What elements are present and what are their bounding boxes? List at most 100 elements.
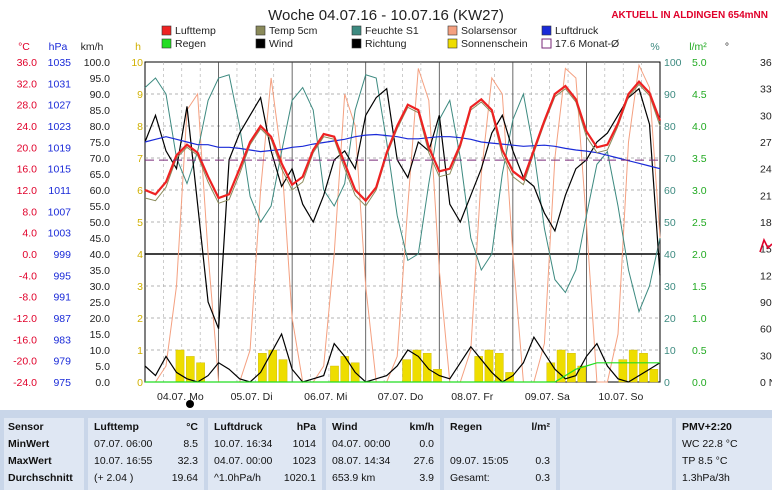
tick-direction-11: 30 <box>760 350 772 362</box>
tick-wind-1: 95.0 <box>90 73 111 85</box>
tick-sun-3: 7 <box>137 153 143 165</box>
tick-humidity-0: 100 <box>664 57 682 69</box>
series-luftdruck <box>144 133 661 170</box>
tick-temp-0: 36.0 <box>17 57 38 69</box>
tick-pressure-11: 991 <box>53 292 71 304</box>
tick-wind-6: 70.0 <box>90 153 111 165</box>
tick-temp-5: 16.0 <box>17 164 38 176</box>
stats-regen-total-label: Gesamt: <box>450 472 490 484</box>
stats-sensor-column: Sensor MinWert MaxWert Durchschnitt <box>4 418 84 490</box>
stats-luftdruck-unit: hPa <box>296 421 316 433</box>
stats-luftdruck-column: Luftdruck hPa 10.07. 16:34 1014 04.07. 0… <box>208 418 322 490</box>
stats-pmv-dewpoint: TP 8.5 °C <box>682 455 728 467</box>
legend-label-3: Solarsensor <box>461 25 518 37</box>
legend-swatch-0 <box>161 25 172 36</box>
tick-rain-9: 0.5 <box>692 345 707 357</box>
stats-pmv-head: PMV+2:20 <box>682 421 732 433</box>
tick-direction-0: 360 N <box>760 57 772 69</box>
weekly-weather-chart: Woche 04.07.16 - 10.07.16 (KW27) AKTUELL… <box>13 7 772 408</box>
tick-direction-6: 180 S <box>760 217 772 229</box>
stats-wind-head: Wind <box>332 421 358 433</box>
stats-pmv-pressure-trend: 1.3hPa/3h <box>682 472 730 484</box>
tick-pressure-6: 1011 <box>48 185 71 197</box>
stats-regen-max-value: 0.3 <box>535 455 550 467</box>
legend-label-6: Wind <box>269 38 293 50</box>
tick-sun-8: 2 <box>137 313 143 325</box>
sunshine-bar-4 <box>185 356 195 383</box>
stats-avg-label: Durchschnitt <box>8 472 73 484</box>
tick-wind-10: 50.0 <box>90 217 111 229</box>
day-label-5: 09.07. Sa <box>525 391 570 403</box>
stats-lufttemp-min-date: 07.07. 06:00 <box>94 438 153 450</box>
tick-temp-6: 12.0 <box>17 185 38 197</box>
sunshine-bar-47 <box>628 349 638 383</box>
stats-regen-max-date: 09.07. 15:05 <box>450 455 509 467</box>
series-lufttemp <box>144 80 662 203</box>
legend-label-5: Regen <box>175 38 206 50</box>
tick-temp-3: 24.0 <box>17 121 38 133</box>
unit-label-direction: ° <box>725 41 729 53</box>
tick-temp-11: -8.0 <box>19 292 37 304</box>
stats-pmv-windchill: WC 22.8 °C <box>682 438 738 450</box>
tick-direction-5: 210 <box>760 190 772 202</box>
legend-label-2: Feuchte S1 <box>365 25 419 37</box>
stats-luftdruck-max-value: 1023 <box>292 455 316 467</box>
unit-label-rain: l/m² <box>689 41 707 53</box>
tick-pressure-15: 975 <box>53 377 71 389</box>
tick-rain-7: 1.5 <box>692 281 707 293</box>
day-label-6: 10.07. So <box>598 391 643 403</box>
tick-pressure-13: 983 <box>53 334 71 346</box>
tick-sun-2: 8 <box>137 121 143 133</box>
unit-label-temp: °C <box>18 41 30 53</box>
legend-swatch-3 <box>447 25 458 36</box>
tick-direction-3: 270 W <box>760 137 772 149</box>
tick-wind-17: 15.0 <box>90 329 111 341</box>
tick-rain-6: 2.0 <box>692 249 707 261</box>
tick-humidity-10: 0 <box>664 377 670 389</box>
tick-humidity-9: 10 <box>664 345 676 357</box>
stats-wind-max-value: 27.6 <box>413 455 434 467</box>
unit-label-sun: h <box>135 41 141 53</box>
sunshine-bar-41 <box>567 353 576 383</box>
left-axes: 36.032.028.024.020.016.012.08.04.00.0-4.… <box>13 57 143 389</box>
tick-wind-13: 35.0 <box>90 265 111 277</box>
tick-rain-0: 5.0 <box>692 57 707 69</box>
legend: Lufttemp Temp 5cm Feuchte S1 Solarsensor Luf… <box>161 25 619 50</box>
stats-luftdruck-head: Luftdruck <box>214 421 263 433</box>
tick-wind-19: 5.0 <box>95 361 110 373</box>
stats-lufttemp-max-value: 32.3 <box>177 455 198 467</box>
tick-temp-9: 0.0 <box>22 249 37 261</box>
day-label-2: 06.07. Mi <box>304 391 347 403</box>
stats-empty-column <box>560 418 672 490</box>
tick-pressure-1: 1031 <box>48 78 72 90</box>
stats-lufttemp-column: Lufttemp °C 07.07. 06:00 8.5 10.07. 16:5… <box>88 418 204 490</box>
stats-wind-max-date: 08.07. 14:34 <box>332 455 391 467</box>
tick-wind-11: 45.0 <box>90 233 111 245</box>
tick-wind-12: 40.0 <box>90 249 111 261</box>
tick-sun-9: 1 <box>137 345 143 357</box>
sunshine-bar-39 <box>546 362 556 383</box>
tick-temp-13: -16.0 <box>13 334 37 346</box>
day-label-0: 04.07. Mo <box>157 391 204 403</box>
tick-rain-2: 4.0 <box>692 121 707 133</box>
stats-luftdruck-avg-value: 1020.1 <box>283 472 316 484</box>
live-location-label[interactable]: AKTUELL IN ALDINGEN 654mNN <box>611 10 768 21</box>
tick-pressure-3: 1023 <box>48 121 72 133</box>
tick-direction-2: 300 <box>760 110 772 122</box>
tick-sun-6: 4 <box>137 249 143 261</box>
tick-temp-10: -4.0 <box>19 270 37 282</box>
sunshine-bar-48 <box>639 353 648 383</box>
day-label-4: 08.07. Fr <box>451 391 494 403</box>
tick-direction-4: 240 <box>760 164 772 176</box>
stats-luftdruck-trend: ^1.0hPa/h <box>214 472 261 484</box>
tick-pressure-4: 1019 <box>48 142 72 154</box>
sunshine-bar-40 <box>556 349 566 383</box>
stats-regen-unit: l/m² <box>531 421 550 433</box>
stats-regen-head: Regen <box>450 421 483 433</box>
tick-humidity-7: 30 <box>664 281 676 293</box>
tick-wind-0: 100.0 <box>84 57 110 69</box>
tick-wind-20: 0.0 <box>95 377 110 389</box>
tick-direction-10: 60 <box>760 324 772 336</box>
legend-label-4: Luftdruck <box>555 25 599 37</box>
legend-swatch-2 <box>351 25 362 36</box>
